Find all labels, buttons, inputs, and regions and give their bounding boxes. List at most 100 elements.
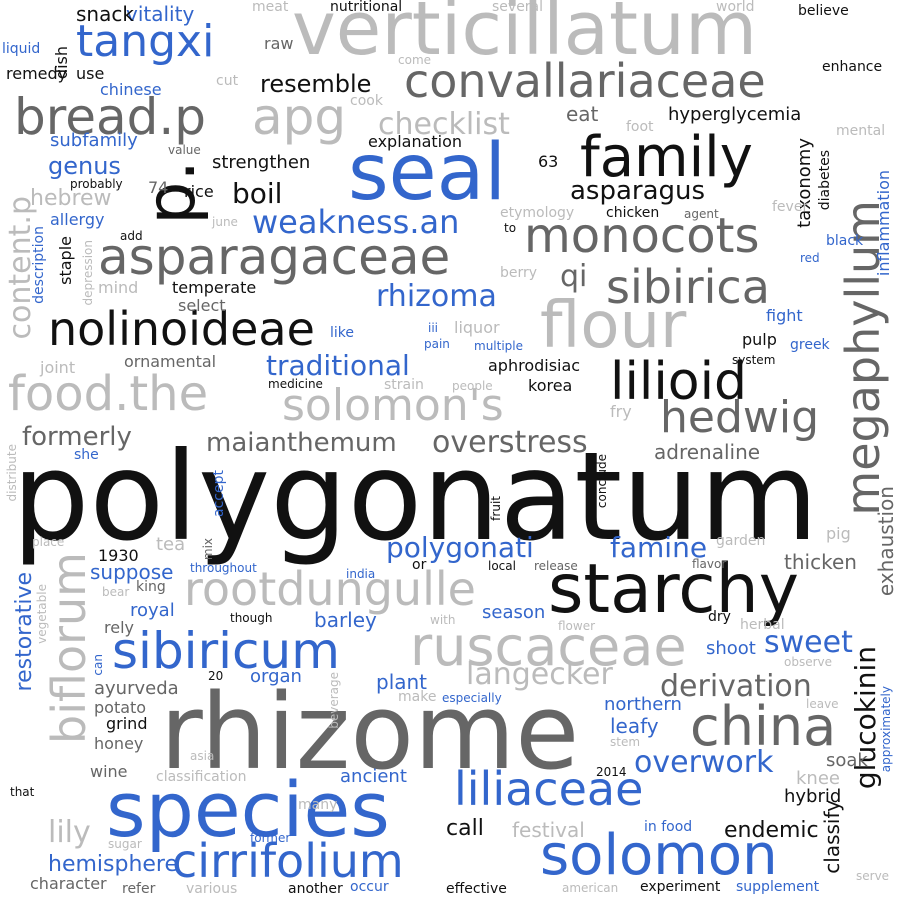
word-monocots: monocots (524, 208, 760, 264)
word-several: several (492, 0, 544, 15)
word-black: black (826, 233, 864, 249)
word-conclude: conclude (595, 454, 609, 509)
word-release: release (534, 559, 578, 573)
word-solomon: solomon (540, 823, 778, 888)
word-iii: iii (428, 321, 439, 335)
word-thicken: thicken (784, 550, 857, 574)
word-pulp: pulp (742, 330, 777, 349)
word-royal: royal (130, 600, 175, 621)
word-aphrodisiac: aphrodisiac (488, 356, 581, 375)
word-tea: tea (156, 534, 186, 555)
word-asia: asia (190, 749, 215, 763)
word-polygonatum: polygonatum (12, 426, 819, 568)
word-probably: probably (70, 177, 123, 191)
word-experiment: experiment (640, 879, 721, 895)
word-hybrid: hybrid (784, 786, 842, 807)
word-ruscaceae: ruscaceae (410, 615, 687, 678)
word-plant: plant (376, 670, 428, 694)
word-wine: wine (90, 762, 128, 781)
word-korea: korea (528, 376, 573, 395)
word-chicken: chicken (606, 205, 660, 221)
word-make: make (398, 689, 437, 705)
word-mind: mind (98, 278, 139, 297)
word-seal: seal (348, 128, 507, 218)
word-shoot: shoot (706, 638, 756, 659)
word-use: use (76, 64, 105, 83)
word-snack: snack (76, 2, 134, 26)
word-greek: greek (790, 337, 830, 353)
word-fever: fever (772, 199, 809, 215)
word-add: add (120, 229, 143, 243)
word-traditional: traditional (266, 349, 410, 382)
word-american: american (562, 881, 619, 895)
word-classification: classification (156, 769, 247, 785)
word-honey: honey (94, 734, 144, 753)
word-value: value (168, 143, 201, 157)
word-genus: genus (48, 152, 121, 180)
word-come: come (398, 53, 432, 67)
word-liquor: liquor (454, 318, 500, 337)
word-hemisphere: hemisphere (48, 852, 179, 877)
word-india: india (346, 567, 376, 581)
word-sweet: sweet (764, 625, 853, 660)
word-overwork: overwork (634, 745, 774, 780)
word-throughout: throughout (190, 561, 257, 575)
word-hyperglycemia: hyperglycemia (668, 104, 802, 125)
word-verticillatum: verticillatum (292, 0, 758, 72)
word-nolinoideae: nolinoideae (48, 302, 315, 356)
word-infood: in food (644, 819, 693, 835)
word-liliaceae: liliaceae (454, 762, 644, 816)
word-with: with (430, 613, 456, 627)
word-adrenaline: adrenaline (654, 440, 761, 464)
word-restorative: restorative (12, 572, 37, 692)
word-hedwig: hedwig (660, 392, 820, 443)
word-mix: mix (201, 538, 215, 561)
word-cut: cut (216, 73, 239, 89)
word-endemic: endemic (724, 818, 819, 843)
word-n63: 63 (538, 152, 559, 171)
word-observe: observe (784, 655, 833, 669)
word-many: many (298, 797, 338, 813)
word-biflorum: biflorum (42, 552, 96, 744)
word-occur: occur (350, 879, 389, 895)
word-apg: apg (252, 88, 347, 146)
word-barley: barley (314, 608, 377, 632)
word-effective: effective (446, 881, 507, 897)
word-asparagus: asparagus (570, 176, 706, 206)
word-description: description (31, 226, 47, 304)
word-chinese: chinese (100, 80, 162, 99)
word-place: place (32, 535, 65, 549)
word-polygonati: polygonati (386, 531, 534, 564)
word-serve: serve (856, 869, 890, 883)
word-ancient: ancient (340, 766, 407, 787)
word-subfamily: subfamily (50, 130, 138, 151)
word-agent: agent (684, 207, 719, 221)
word-garden: garden (716, 533, 766, 549)
word-system: system (732, 353, 776, 367)
word-joint: joint (40, 358, 76, 377)
word-asparagaceae: asparagaceae (98, 228, 451, 286)
word-flower: flower (558, 619, 596, 633)
word-former: former (250, 831, 291, 845)
word-ornamental: ornamental (124, 352, 217, 371)
word-sibiricum: sibiricum (112, 622, 340, 680)
word-overstress: overstress (432, 425, 588, 460)
word-another: another (288, 881, 343, 897)
word-ayurveda: ayurveda (94, 678, 179, 699)
word-enhance: enhance (822, 59, 883, 75)
word-dry: dry (708, 609, 731, 625)
word-vitality: vitality (126, 2, 195, 26)
word-like: like (330, 325, 355, 341)
word-king: king (136, 579, 166, 595)
word-explanation: explanation (368, 132, 463, 151)
word-eat: eat (566, 102, 599, 126)
word-diabetes: diabetes (817, 150, 833, 211)
word-inflammation: inflammation (874, 170, 893, 277)
word-though: though (230, 611, 273, 625)
word-beverage: beverage (327, 672, 341, 729)
word-fry: fry (610, 402, 632, 421)
word-leave: leave (806, 697, 839, 711)
word-knee: knee (796, 768, 840, 789)
word-n1930: 1930 (98, 546, 139, 565)
word-organ: organ (250, 666, 302, 687)
